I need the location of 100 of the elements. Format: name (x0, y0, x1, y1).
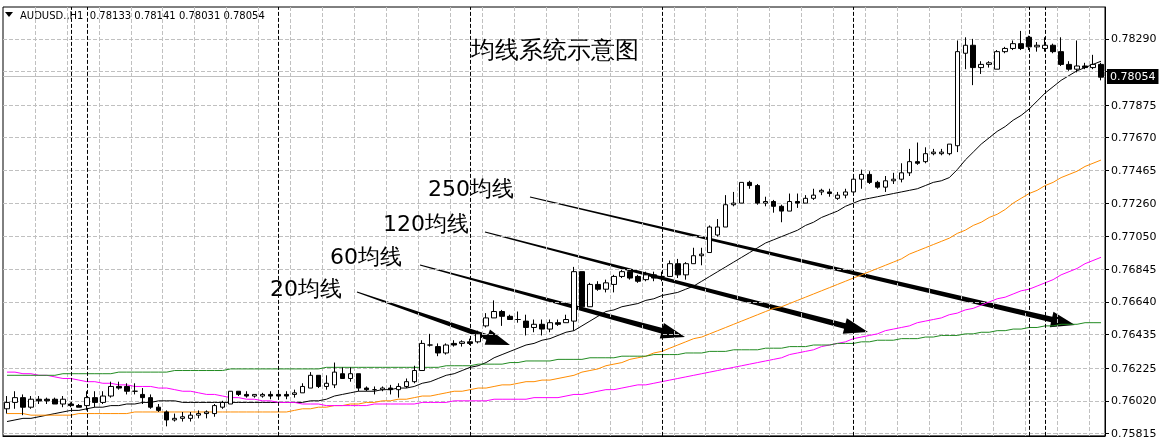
candlestick (412, 365, 417, 384)
candlestick (164, 409, 169, 427)
candlestick (252, 393, 257, 399)
candlestick (1034, 41, 1040, 53)
candlestick (28, 395, 34, 410)
candlestick (1066, 60, 1072, 72)
candlestick (843, 188, 848, 199)
y-tick-label: 0.75815 (1111, 427, 1157, 439)
candlestick (36, 395, 42, 405)
candlestick (731, 191, 736, 207)
candlestick (707, 224, 712, 254)
candlestick (20, 393, 26, 416)
candlestick (172, 413, 177, 423)
candlestick (116, 381, 122, 391)
candlestick (44, 397, 50, 405)
candlestick (787, 193, 792, 212)
candlestick (715, 218, 720, 238)
candlestick (108, 381, 114, 399)
candlestick (292, 389, 297, 399)
candlestick (571, 266, 577, 332)
y-tick-label: 0.77670 (1111, 131, 1157, 145)
candlestick (883, 175, 888, 193)
candlestick (124, 382, 130, 395)
candlestick (699, 247, 704, 266)
candlestick (675, 258, 681, 279)
candlestick (451, 339, 457, 348)
candlestick (963, 36, 968, 70)
candlestick (1050, 43, 1056, 54)
candlestick (994, 49, 1000, 70)
candlestick (188, 411, 193, 423)
candlestick (435, 342, 441, 357)
candlestick (419, 339, 425, 372)
candlestick (475, 330, 481, 344)
annotation: 120均线 (383, 211, 469, 237)
candlestick (1018, 30, 1024, 51)
candlestick (835, 191, 840, 201)
candlestick (324, 374, 329, 391)
candlestick (483, 312, 489, 328)
candlestick (491, 299, 497, 319)
candlestick (795, 193, 800, 209)
candlestick (284, 390, 289, 400)
candlestick (340, 366, 345, 379)
candlestick (212, 403, 217, 418)
candlestick (380, 385, 385, 392)
y-tick-label: 0.76225 (1111, 361, 1157, 375)
candlestick (819, 188, 824, 196)
annotation: 250均线 (428, 176, 514, 202)
annotation: AUDUSD.,H1 0.78133 0.78141 0.78031 0.78054 (20, 9, 265, 21)
candlestick (220, 400, 225, 410)
candlestick (771, 199, 776, 214)
candlestick (931, 148, 936, 156)
candlestick (427, 333, 433, 348)
candlestick (899, 162, 904, 183)
y-tick-label: 0.76020 (1111, 394, 1157, 408)
candlestick (811, 188, 816, 201)
candlestick (332, 362, 337, 389)
line-series (6, 159, 1102, 416)
candlestick (563, 314, 569, 324)
candlestick (539, 319, 545, 336)
candlestick (459, 339, 465, 348)
candlestick (356, 373, 361, 392)
candlestick (891, 172, 896, 185)
candlestick (523, 314, 529, 336)
candlestick (939, 148, 944, 156)
candlestick (970, 38, 976, 86)
candlestick (923, 146, 928, 164)
candlestick (747, 180, 752, 190)
candlestick (268, 390, 273, 400)
candlestick (579, 271, 585, 308)
candlestick (244, 390, 249, 399)
candlestick (611, 274, 617, 293)
candlestick (739, 181, 744, 204)
candlestick (204, 409, 209, 419)
candlestick (92, 390, 98, 408)
candlestick (196, 409, 201, 419)
candlestick (52, 397, 58, 405)
candlestick (364, 385, 369, 392)
candlestick (515, 311, 521, 324)
y-tick-label: 0.77465 (1111, 163, 1157, 177)
candlestick (547, 319, 553, 333)
y-tick-label: 0.76640 (1111, 295, 1157, 309)
candlestick (156, 403, 161, 413)
candlestick (643, 271, 649, 282)
candlestick (619, 269, 625, 279)
candlestick (947, 143, 952, 156)
candlestick (60, 395, 66, 408)
candlestick (404, 377, 409, 389)
candlestick (691, 247, 696, 265)
candlestick (1002, 46, 1008, 54)
y-tick-label: 0.78290 (1111, 32, 1157, 46)
candlestick (180, 411, 185, 423)
candlestick (499, 309, 505, 327)
candlestick (443, 342, 449, 356)
candlestick (603, 279, 609, 293)
candlestick (260, 392, 265, 399)
ref-line-label: 0.78054 (1110, 70, 1156, 84)
candlestick (827, 188, 832, 198)
candlestick (955, 39, 960, 153)
candlestick (1010, 39, 1016, 51)
candlestick (308, 371, 313, 389)
